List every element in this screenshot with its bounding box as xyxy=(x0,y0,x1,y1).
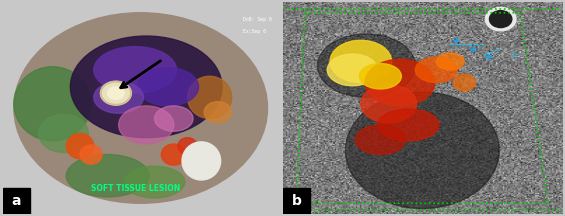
Ellipse shape xyxy=(188,76,232,119)
Ellipse shape xyxy=(124,166,185,198)
Circle shape xyxy=(107,87,124,100)
Ellipse shape xyxy=(94,81,144,113)
Circle shape xyxy=(485,7,516,31)
Ellipse shape xyxy=(66,155,149,197)
Ellipse shape xyxy=(355,125,406,155)
Ellipse shape xyxy=(14,13,267,203)
Ellipse shape xyxy=(162,144,186,165)
Ellipse shape xyxy=(14,67,91,141)
Text: DoB: Sep 0: DoB: Sep 0 xyxy=(243,17,271,22)
Ellipse shape xyxy=(330,40,392,83)
Text: Ex:Sep 0: Ex:Sep 0 xyxy=(243,29,266,34)
Ellipse shape xyxy=(119,106,174,144)
Ellipse shape xyxy=(345,92,499,209)
Ellipse shape xyxy=(178,138,197,155)
Ellipse shape xyxy=(94,47,176,93)
Bar xyxy=(3,188,31,214)
Ellipse shape xyxy=(415,57,457,83)
Ellipse shape xyxy=(204,102,232,123)
Ellipse shape xyxy=(327,54,377,86)
Ellipse shape xyxy=(80,145,102,164)
Ellipse shape xyxy=(154,106,193,131)
Ellipse shape xyxy=(436,53,464,70)
Ellipse shape xyxy=(71,36,222,138)
Ellipse shape xyxy=(138,68,198,106)
Circle shape xyxy=(101,82,131,105)
Ellipse shape xyxy=(453,74,476,91)
Ellipse shape xyxy=(361,85,417,123)
Text: b: b xyxy=(292,194,301,208)
Ellipse shape xyxy=(66,133,94,159)
Text: 01: 01 xyxy=(512,52,519,58)
Ellipse shape xyxy=(318,34,415,97)
Ellipse shape xyxy=(365,59,435,106)
Text: a: a xyxy=(12,194,21,208)
Ellipse shape xyxy=(38,114,88,152)
Text: SOFT TISSUE LESION: SOFT TISSUE LESION xyxy=(90,184,180,193)
Bar xyxy=(282,188,311,214)
Ellipse shape xyxy=(377,109,439,141)
Circle shape xyxy=(489,11,512,28)
Ellipse shape xyxy=(359,64,401,89)
Ellipse shape xyxy=(182,142,221,180)
